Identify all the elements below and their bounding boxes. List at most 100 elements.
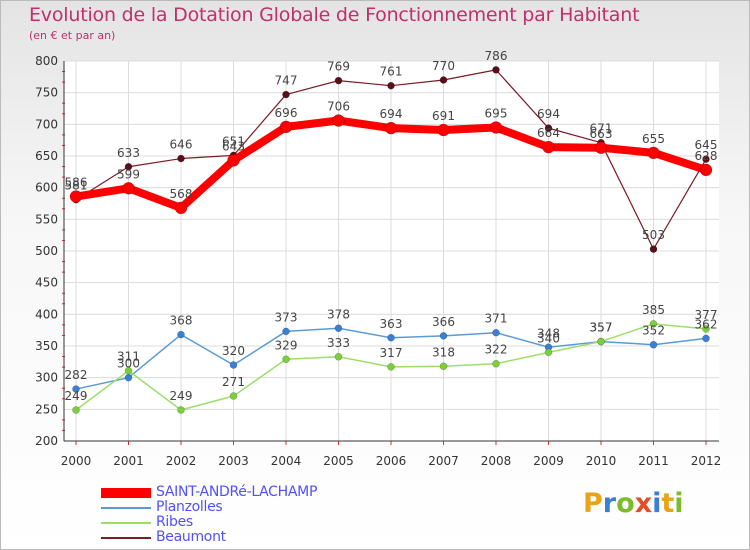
chart-legend: SAINT-ANDRé-LACHAMP Planzolles Ribes Bea… bbox=[101, 484, 401, 545]
data-label: 643 bbox=[222, 139, 245, 153]
legend-label: SAINT-ANDRé-LACHAMP bbox=[156, 484, 318, 500]
data-point bbox=[229, 361, 238, 369]
data-label: 695 bbox=[485, 107, 508, 121]
data-label: 694 bbox=[537, 107, 560, 121]
legend-swatch-planzolles bbox=[101, 507, 151, 509]
data-point bbox=[279, 120, 293, 134]
data-label: 581 bbox=[65, 179, 88, 193]
legend-swatch-ribes bbox=[101, 522, 151, 524]
data-label: 696 bbox=[275, 106, 298, 120]
data-label: 366 bbox=[432, 315, 455, 329]
data-point bbox=[332, 114, 345, 127]
data-label: 368 bbox=[170, 314, 193, 328]
data-label: 329 bbox=[275, 338, 298, 352]
data-point bbox=[124, 366, 133, 375]
data-point bbox=[439, 332, 448, 340]
data-point bbox=[544, 124, 553, 132]
data-label: 651 bbox=[222, 134, 245, 148]
data-label: 282 bbox=[65, 368, 88, 382]
data-label: 655 bbox=[642, 132, 665, 146]
data-label: 761 bbox=[380, 65, 403, 79]
x-tick-label: 2001 bbox=[113, 454, 144, 468]
data-label: 706 bbox=[327, 100, 350, 114]
data-label: 385 bbox=[642, 303, 665, 317]
y-tick-label: 200 bbox=[35, 434, 58, 448]
data-label: 300 bbox=[117, 357, 140, 371]
data-point bbox=[229, 392, 238, 400]
data-point bbox=[702, 155, 710, 163]
data-point bbox=[489, 121, 503, 134]
data-point bbox=[597, 337, 605, 346]
data-point bbox=[702, 334, 710, 343]
data-label: 747 bbox=[275, 74, 298, 88]
data-point bbox=[177, 154, 185, 163]
data-point bbox=[282, 90, 290, 99]
data-point bbox=[649, 320, 658, 328]
data-label: 271 bbox=[222, 375, 245, 389]
data-label: 249 bbox=[170, 389, 193, 403]
data-point bbox=[439, 76, 448, 84]
data-point bbox=[72, 385, 80, 393]
data-label: 352 bbox=[642, 324, 665, 338]
x-tick-label: 2002 bbox=[166, 454, 197, 468]
y-tick-label: 750 bbox=[35, 86, 58, 100]
data-label: 599 bbox=[117, 167, 140, 181]
y-tick-label: 500 bbox=[35, 244, 58, 258]
data-label: 664 bbox=[537, 126, 560, 140]
data-label: 357 bbox=[590, 321, 613, 335]
data-label: 646 bbox=[170, 138, 193, 152]
data-point bbox=[174, 201, 188, 215]
data-label: 694 bbox=[380, 107, 403, 121]
data-point bbox=[439, 362, 448, 371]
data-point bbox=[334, 324, 343, 333]
data-label: 770 bbox=[432, 59, 455, 73]
data-point bbox=[699, 163, 713, 177]
x-tick-label: 2010 bbox=[586, 454, 617, 468]
x-tick-label: 2011 bbox=[638, 454, 669, 468]
data-label: 320 bbox=[222, 344, 245, 358]
data-point bbox=[282, 355, 290, 364]
data-point bbox=[544, 348, 553, 357]
legend-item: Planzolles bbox=[101, 499, 401, 515]
data-point bbox=[594, 141, 608, 155]
chart-title: Evolution de la Dotation Globale de Fonc… bbox=[29, 4, 640, 26]
x-tick-label: 2007 bbox=[428, 454, 459, 468]
data-label: 663 bbox=[590, 127, 613, 141]
logo-letter: t bbox=[661, 488, 675, 519]
data-label: 322 bbox=[485, 343, 508, 357]
y-tick-label: 300 bbox=[35, 371, 58, 385]
data-point bbox=[122, 182, 135, 195]
data-label: 786 bbox=[485, 49, 508, 63]
legend-label: Planzolles bbox=[156, 499, 223, 515]
data-label: 340 bbox=[537, 331, 560, 345]
data-label: 503 bbox=[642, 228, 665, 242]
data-label: 628 bbox=[695, 149, 718, 163]
y-tick-label: 450 bbox=[35, 276, 58, 290]
data-label: 371 bbox=[485, 312, 508, 326]
legend-label: Beaumont bbox=[156, 529, 226, 545]
data-label: 249 bbox=[65, 389, 88, 403]
data-label: 348 bbox=[537, 326, 560, 340]
data-point bbox=[177, 406, 185, 414]
data-point bbox=[282, 327, 290, 336]
logo-letter: r bbox=[602, 488, 617, 519]
data-point bbox=[387, 81, 395, 90]
legend-swatch-beaumont bbox=[101, 537, 151, 539]
data-label: 317 bbox=[380, 346, 403, 360]
data-label: 311 bbox=[117, 350, 140, 364]
x-tick-label: 2009 bbox=[533, 454, 564, 468]
x-tick-label: 2003 bbox=[218, 454, 249, 468]
logo-letter: i bbox=[652, 488, 662, 519]
logo-letter: P bbox=[583, 488, 603, 519]
data-label: 586 bbox=[65, 176, 88, 190]
data-label: 377 bbox=[695, 308, 718, 322]
legend-item: Ribes bbox=[101, 514, 401, 530]
y-tick-label: 700 bbox=[35, 117, 58, 131]
data-point bbox=[492, 328, 500, 337]
data-point bbox=[177, 330, 185, 339]
data-point bbox=[437, 123, 450, 137]
data-label: 691 bbox=[432, 109, 455, 123]
proxiti-logo: Proxiti bbox=[583, 488, 684, 519]
legend-label: Ribes bbox=[156, 514, 193, 530]
data-point bbox=[647, 146, 660, 160]
